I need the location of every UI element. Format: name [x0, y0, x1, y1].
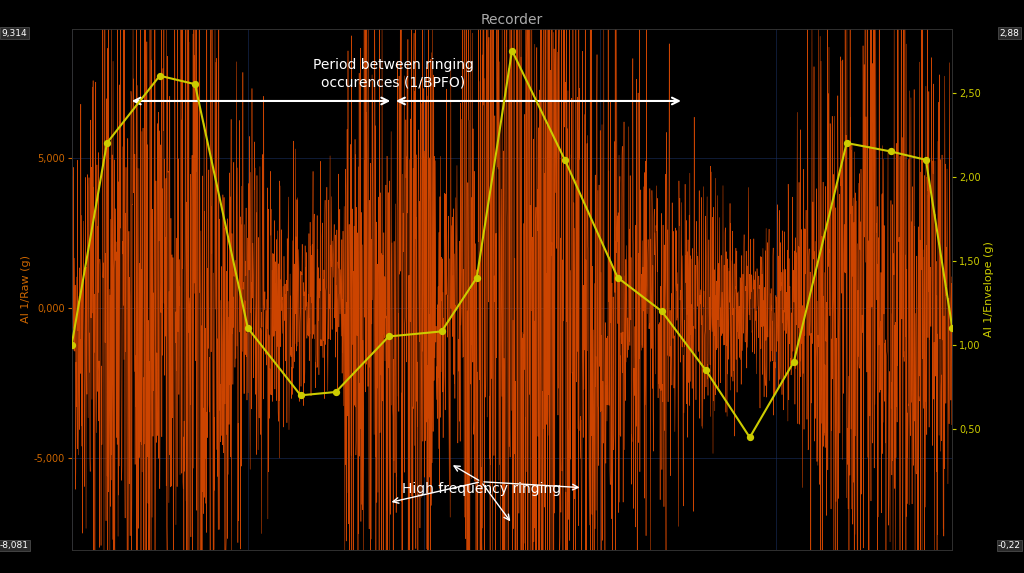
Point: [839, 139, 855, 148]
Point: [944, 324, 961, 333]
Point: [741, 433, 758, 442]
Point: [609, 273, 626, 282]
Point: [328, 387, 344, 397]
Text: Period between ringing
occurences (1/BPFO): Period between ringing occurences (1/BPF…: [312, 58, 473, 89]
Point: [504, 46, 520, 55]
Point: [469, 273, 485, 282]
Text: -8,081: -8,081: [0, 541, 29, 550]
Text: High frequency ringing: High frequency ringing: [401, 482, 561, 496]
Point: [883, 147, 899, 156]
Point: [697, 366, 714, 375]
Point: [186, 80, 203, 89]
Point: [381, 332, 397, 341]
Point: [918, 155, 934, 164]
Text: 2,88: 2,88: [999, 29, 1020, 38]
Point: [240, 324, 256, 333]
Point: [653, 307, 670, 316]
Text: 9,314: 9,314: [2, 29, 28, 38]
Point: [63, 340, 80, 350]
Text: -0,22: -0,22: [998, 541, 1021, 550]
Y-axis label: AI 1/Envelope (g): AI 1/Envelope (g): [984, 241, 994, 337]
Title: Recorder: Recorder: [481, 14, 543, 28]
Point: [98, 139, 115, 148]
Point: [433, 327, 450, 336]
Point: [785, 357, 802, 366]
Point: [557, 155, 573, 164]
Point: [293, 391, 309, 400]
Point: [152, 71, 168, 80]
Y-axis label: AI 1/Raw (g): AI 1/Raw (g): [20, 256, 31, 323]
